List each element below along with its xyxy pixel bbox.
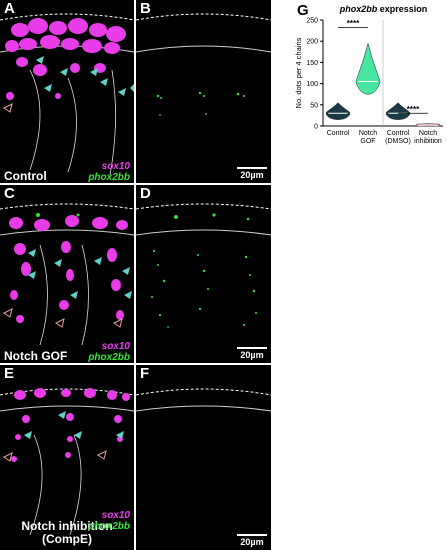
chart-title-gene: phox2bb xyxy=(339,4,378,14)
x-tick-label: Notch xyxy=(419,130,437,137)
panel-b-scalebar: 20µm xyxy=(237,167,267,180)
y-tick-label: 250 xyxy=(306,18,318,25)
chart-title: phox2bb expression xyxy=(320,4,447,14)
x-tick-label: Control xyxy=(387,130,410,137)
significance-label-1: **** xyxy=(407,105,420,114)
panel-e-letter: E xyxy=(4,365,15,382)
y-tick-label: 50 xyxy=(310,102,318,109)
panel-c: C Notch GOF sox10 phox2bb xyxy=(0,185,134,363)
chart-title-rest: expression xyxy=(377,4,428,14)
panel-c-legend: sox10 phox2bb xyxy=(88,341,130,363)
x-tick-label-line2: GOF xyxy=(360,138,375,145)
legend-phox2bb: phox2bb xyxy=(88,172,130,183)
x-tick-label: Control xyxy=(327,130,350,137)
panel-e-condition: Notch inhibition (CompE) xyxy=(0,520,134,546)
panel-f-image xyxy=(136,388,271,412)
panel-f-letter: F xyxy=(140,365,150,382)
panel-c-letter: C xyxy=(4,185,15,202)
x-tick-label-line2: (DMSO) xyxy=(385,138,411,145)
panel-b-letter: B xyxy=(140,0,151,17)
panel-a-legend: sox10 phox2bb xyxy=(88,161,130,183)
legend-phox2bb: phox2bb xyxy=(88,352,130,363)
panel-a-letter: A xyxy=(4,0,15,17)
panel-c-condition: Notch GOF xyxy=(4,349,68,363)
violin-2 xyxy=(385,102,411,120)
panel-b: B 20µm xyxy=(136,0,271,183)
panel-d-scalebar: 20µm xyxy=(237,347,267,360)
panel-e-image xyxy=(0,388,134,536)
panel-d-letter: D xyxy=(140,185,151,202)
violin-1 xyxy=(355,42,381,95)
panel-d-image xyxy=(136,203,271,328)
panel-d: D 20µm xyxy=(136,185,271,363)
y-tick-label: 200 xyxy=(306,39,318,46)
violin-chart: 0 50 100 150 200 250 No. dots per 4 chains Cont… xyxy=(294,18,443,145)
y-tick-label: 150 xyxy=(306,60,318,67)
panel-e-condition-line1: Notch inhibition xyxy=(21,519,113,533)
y-axis-label: No. dots per 4 chains xyxy=(294,37,303,108)
panel-a-image xyxy=(0,13,134,176)
legend-sox10: sox10 xyxy=(101,510,130,521)
y-tick-label: 0 xyxy=(314,124,318,131)
panel-b-image xyxy=(136,13,271,116)
x-tick-label: Notch xyxy=(359,130,377,137)
panel-a-condition: Control xyxy=(4,169,47,183)
panel-a: A Control sox10 phox2bb xyxy=(0,0,134,183)
panel-e-legend: sox10 phox2bb xyxy=(88,510,130,532)
y-tick-label: 100 xyxy=(306,81,318,88)
panel-f-scale-label: 20µm xyxy=(240,537,264,547)
panel-c-image xyxy=(0,203,134,346)
panel-g-letter: G xyxy=(297,2,309,19)
x-tick-label-line2: inhibition xyxy=(414,138,442,145)
panel-f: F 20µm xyxy=(136,365,271,550)
legend-sox10: sox10 xyxy=(101,341,130,352)
significance-label-0: **** xyxy=(347,19,360,28)
legend-phox2bb: phox2bb xyxy=(88,521,130,532)
panel-e: E Notch inhibition (CompE) sox10 phox2bb xyxy=(0,365,134,550)
panel-f-scalebar: 20µm xyxy=(237,534,267,547)
panel-b-scale-label: 20µm xyxy=(240,170,264,180)
panel-d-scale-label: 20µm xyxy=(240,350,264,360)
panel-e-condition-line2: (CompE) xyxy=(42,532,92,546)
violin-0 xyxy=(325,102,351,120)
legend-sox10: sox10 xyxy=(101,161,130,172)
